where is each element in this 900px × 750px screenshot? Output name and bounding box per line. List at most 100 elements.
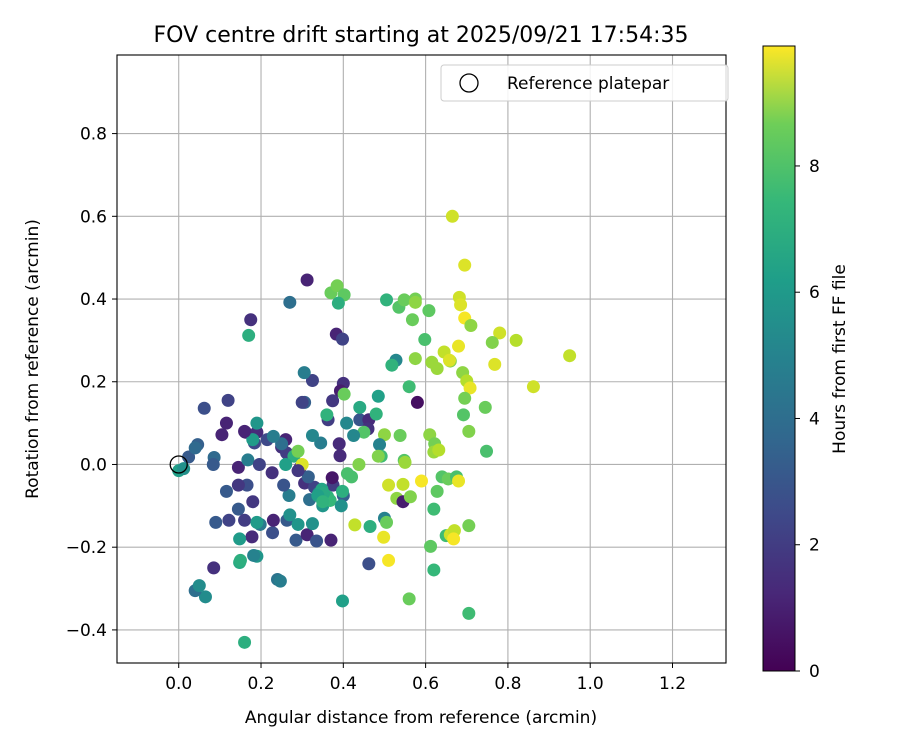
data-point: [478, 400, 492, 414]
data-point: [233, 532, 247, 546]
data-point: [488, 357, 502, 371]
data-point: [291, 464, 305, 478]
data-point: [464, 318, 478, 332]
data-point: [369, 407, 383, 421]
data-point: [295, 395, 309, 409]
data-point: [480, 444, 494, 458]
data-point: [197, 401, 211, 415]
data-point: [462, 606, 476, 620]
data-point: [265, 466, 279, 480]
data-point: [301, 470, 315, 484]
data-point: [353, 413, 367, 427]
data-point: [415, 474, 428, 488]
data-point: [418, 333, 432, 347]
data-point: [430, 362, 444, 376]
x-axis-ticks: 0.0 0.2 0.4 0.6 0.8 1.0 1.2: [165, 663, 686, 694]
data-point: [250, 515, 264, 529]
data-point: [300, 528, 314, 542]
data-point: [373, 438, 387, 452]
data-point: [340, 416, 354, 430]
data-point: [291, 517, 305, 531]
legend-marker-icon: [459, 73, 479, 93]
y-tick-label: 0.6: [80, 207, 107, 227]
data-point: [452, 474, 466, 488]
data-point: [252, 457, 266, 471]
data-point: [244, 313, 258, 327]
data-point: [563, 349, 577, 363]
data-point: [279, 457, 293, 471]
grid: [117, 55, 726, 663]
data-point: [427, 563, 441, 577]
data-point: [275, 437, 289, 451]
data-point: [305, 374, 319, 388]
data-point: [266, 526, 280, 540]
data-point: [324, 533, 338, 547]
data-point: [300, 273, 314, 287]
y-tick-label: −0.2: [66, 538, 107, 558]
colorbar: [762, 45, 796, 672]
data-point: [380, 293, 394, 307]
x-tick-label: 0.0: [165, 674, 192, 694]
data-point: [246, 433, 260, 447]
data-point: [289, 533, 303, 547]
data-point: [273, 574, 287, 588]
data-point: [382, 478, 396, 492]
data-point: [462, 519, 476, 533]
data-point: [458, 391, 472, 405]
data-point: [402, 592, 416, 606]
data-point: [331, 296, 345, 310]
data-point: [215, 428, 229, 442]
data-point: [385, 358, 399, 372]
data-point: [333, 449, 347, 463]
colorbar-tick-label: 4: [809, 409, 820, 429]
colorbar-tick-label: 6: [809, 283, 820, 303]
data-point: [206, 457, 220, 471]
data-point: [442, 353, 456, 367]
data-point: [238, 424, 252, 438]
data-point: [209, 515, 223, 529]
y-tick-label: −0.4: [66, 621, 107, 641]
data-point: [326, 394, 340, 408]
x-axis-label: Angular distance from reference (arcmin): [245, 708, 597, 728]
data-point: [403, 490, 417, 504]
colorbar-ticks: 0 2 4 6 8: [795, 157, 820, 682]
data-point: [221, 393, 235, 407]
data-point: [397, 293, 411, 307]
colorbar-tick-label: 2: [809, 536, 820, 556]
data-point: [377, 428, 391, 442]
colorbar-tick-label: 0: [809, 662, 820, 682]
data-point: [452, 339, 466, 353]
data-point: [393, 429, 407, 443]
data-point: [266, 429, 280, 443]
data-point: [408, 295, 422, 309]
data-point: [335, 484, 349, 498]
data-point: [283, 295, 297, 309]
data-point: [427, 502, 441, 516]
data-point: [182, 450, 196, 464]
y-axis-label: Rotation from reference (arcmin): [23, 219, 43, 499]
x-tick-label: 0.2: [247, 674, 274, 694]
data-point: [291, 444, 305, 458]
data-point: [347, 429, 361, 443]
y-tick-label: 0.2: [80, 373, 107, 393]
colorbar-tick-label: 8: [809, 157, 820, 177]
x-tick-label: 0.4: [330, 674, 357, 694]
y-axis-ticks: −0.4 −0.2 0.0 0.2 0.4 0.6 0.8: [66, 125, 117, 641]
data-point: [283, 508, 297, 522]
y-tick-label: 0.8: [80, 125, 107, 145]
data-point: [371, 389, 385, 403]
data-point: [320, 408, 334, 422]
data-point: [526, 380, 540, 394]
legend-label: Reference platepar: [507, 74, 669, 94]
legend-box: [440, 64, 729, 102]
data-point: [231, 478, 245, 492]
data-point: [362, 557, 376, 571]
data-point: [297, 366, 311, 380]
data-point: [334, 499, 348, 513]
data-point: [247, 548, 261, 562]
data-point: [410, 395, 424, 409]
data-point: [424, 539, 438, 553]
colorbar-label: Hours from first FF file: [830, 264, 850, 454]
data-point: [188, 441, 202, 455]
data-point: [325, 471, 339, 485]
